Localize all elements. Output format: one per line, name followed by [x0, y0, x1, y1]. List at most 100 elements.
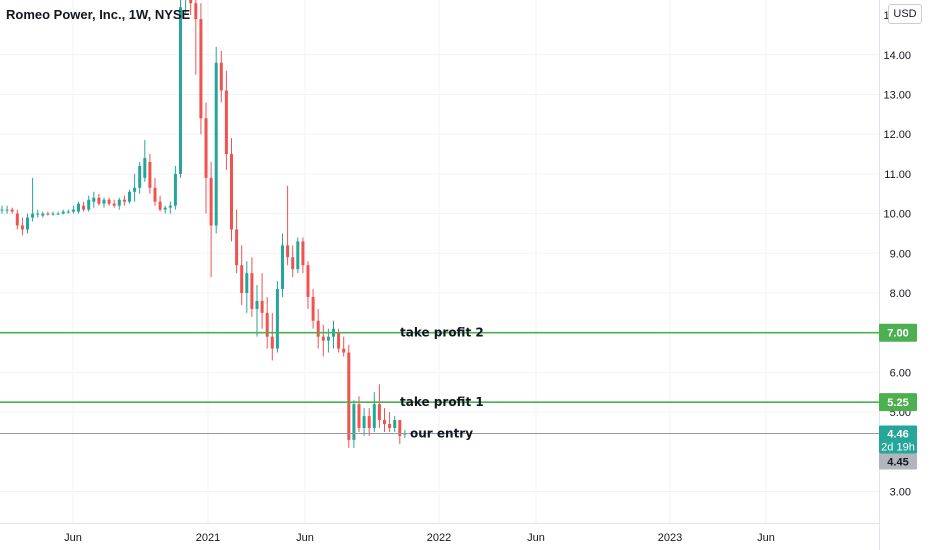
- candle: [26, 213, 29, 234]
- candle-body: [41, 213, 45, 216]
- candle: [377, 384, 381, 428]
- candle: [163, 205, 167, 214]
- candle-body: [270, 336, 274, 349]
- candle-body: [296, 241, 300, 270]
- prev-close-label: 4.45: [887, 457, 908, 469]
- candle-body: [92, 197, 96, 202]
- candle: [219, 50, 223, 103]
- candle: [51, 211, 55, 216]
- candle: [235, 209, 239, 274]
- candle: [143, 140, 147, 182]
- candle-body: [383, 420, 386, 425]
- candle: [138, 161, 142, 194]
- candle: [61, 209, 65, 215]
- candle-body: [219, 62, 223, 91]
- candle: [189, 0, 193, 16]
- candle-body: [337, 332, 341, 349]
- candle-body: [291, 257, 295, 270]
- y-tick-label: 14.00: [883, 50, 911, 62]
- candle-body: [107, 199, 111, 204]
- candle: [296, 237, 300, 274]
- candle-body: [163, 207, 167, 210]
- candle-body: [56, 213, 60, 215]
- candle-body: [255, 300, 259, 309]
- candle: [92, 191, 96, 208]
- candle: [265, 296, 269, 349]
- x-tick-label: Jun: [64, 532, 82, 544]
- candle: [383, 408, 386, 432]
- candle-body: [20, 225, 24, 230]
- candle: [5, 205, 9, 214]
- candle: [15, 209, 19, 230]
- candle: [20, 217, 24, 236]
- candle-body: [77, 203, 80, 212]
- candle: [71, 205, 75, 214]
- candle: [270, 312, 274, 361]
- candle-body: [316, 320, 320, 337]
- candle: [209, 161, 213, 278]
- candle-body: [168, 205, 172, 208]
- candle-body: [112, 203, 116, 206]
- candle-body: [158, 201, 162, 210]
- candle: [347, 344, 351, 448]
- x-tick-label: Jun: [296, 532, 314, 544]
- candle-body: [224, 90, 228, 155]
- candle-body: [250, 273, 254, 309]
- level-label: take profit 1: [400, 395, 484, 409]
- candle-body: [311, 296, 315, 321]
- price-tag: [879, 323, 917, 342]
- candle-body: [0, 209, 4, 211]
- candle-body: [97, 197, 101, 204]
- candle: [82, 201, 86, 212]
- candle-body: [347, 352, 351, 440]
- candle-body: [321, 336, 325, 341]
- candle: [393, 416, 397, 432]
- candle: [41, 211, 45, 218]
- symbol-title: Romeo Power, Inc., 1W, NYSE: [6, 7, 191, 22]
- candle-body: [122, 199, 126, 202]
- candle-body: [367, 416, 371, 428]
- candle-body: [199, 19, 203, 119]
- y-tick-label: 6.00: [890, 367, 911, 379]
- candle-body: [117, 199, 121, 206]
- candle: [311, 289, 315, 329]
- candle: [316, 308, 320, 349]
- candle-body: [235, 229, 239, 266]
- candle: [77, 201, 80, 214]
- candle-body: [10, 209, 14, 212]
- candle: [10, 207, 14, 214]
- candle-body: [5, 209, 9, 211]
- candle: [240, 245, 244, 305]
- candle: [224, 70, 228, 170]
- candle: [107, 197, 111, 206]
- x-tick-label: 2023: [658, 532, 682, 544]
- candle: [66, 209, 70, 214]
- price-tag: [879, 393, 917, 412]
- candle-body: [61, 211, 65, 214]
- x-tick-label: Jun: [527, 532, 545, 544]
- candle-body: [245, 273, 249, 293]
- candle: [56, 211, 60, 216]
- candle-body: [138, 165, 142, 188]
- candle-body: [398, 420, 402, 436]
- price-tag-label: 7.00: [887, 328, 908, 340]
- candle-body: [275, 289, 279, 349]
- candle-body: [214, 62, 218, 226]
- last-price-label: 4.46: [887, 429, 908, 441]
- x-tick-label: 2022: [427, 532, 451, 544]
- candle-body: [15, 213, 19, 226]
- candle: [321, 324, 325, 357]
- candle-body: [377, 404, 381, 421]
- candle: [153, 177, 157, 206]
- candle-body: [265, 312, 269, 337]
- candle-body: [342, 348, 346, 353]
- bar-countdown: 2d 19h: [881, 442, 915, 454]
- candle: [31, 177, 35, 222]
- candle: [133, 173, 137, 202]
- candle: [286, 185, 290, 266]
- candle: [281, 233, 284, 297]
- currency-button[interactable]: USD: [888, 4, 922, 24]
- candle-body: [352, 404, 356, 440]
- grid: [0, 0, 879, 523]
